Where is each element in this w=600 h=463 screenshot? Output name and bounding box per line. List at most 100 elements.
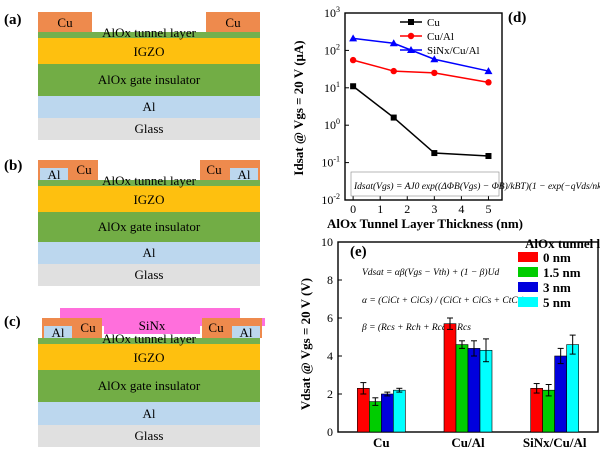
y-tick-label-e: 10: [321, 235, 333, 249]
bar-e: [530, 387, 543, 433]
y-tick-label-e: 6: [327, 311, 333, 325]
glass-layer: [38, 264, 260, 286]
y-tick-label-d: 100: [324, 117, 340, 132]
legend-label-e: 0 nm: [543, 250, 571, 265]
bar-e: [479, 349, 493, 433]
legend-label-d: Cu/Al: [427, 31, 454, 43]
y-axis-label-e: Vdsat @ Vgs = 20 V (V): [298, 278, 313, 410]
bar-e: [369, 401, 382, 433]
data-point-d: [430, 55, 439, 63]
glass-layer: [38, 118, 260, 140]
device-a: (a) Glass Al AlOx gate insulator IGZO Al…: [4, 12, 260, 140]
legend-swatch-e: [518, 282, 538, 292]
igzo-layer: [38, 38, 260, 64]
tunnel-label: AlOx tunnel layer: [102, 173, 197, 188]
data-point-d: [349, 56, 357, 64]
igzo-label: IGZO: [133, 350, 164, 365]
al-gate-layer: [38, 96, 260, 118]
vdsat-equation: Vdsat = αβ(Vgs − Vth) + (1 − β)Ud: [362, 267, 499, 278]
tunnel-layer: [38, 32, 260, 38]
cu-source-label: Cu: [80, 320, 96, 335]
plot-frame-d: [344, 12, 503, 201]
x-tick-label-d: 5: [485, 202, 491, 216]
chart-d: (d) Idsat(Vgs) = AJ0 exp((ΔΦB(Vgs) − ΦB)…: [291, 5, 600, 231]
data-point-d: [431, 150, 438, 157]
igzo-label: IGZO: [133, 44, 164, 59]
y-tick-label-e: 4: [327, 349, 333, 363]
data-point-d: [350, 83, 357, 90]
data-point-d: [485, 79, 492, 86]
legend-label-e: 3 nm: [543, 280, 571, 295]
gate-insulator-label: AlOx gate insulator: [98, 72, 201, 87]
cu-drain: [206, 12, 260, 32]
legend-marker-d: [408, 19, 414, 25]
legend-label-d: SiNx/Cu/Al: [427, 45, 480, 57]
cu-drain-label: Cu: [225, 15, 241, 30]
y-tick-label-d: 10-2: [321, 192, 340, 207]
y-tick-label-e: 2: [327, 387, 333, 401]
device-b: (b) Glass Al AlOx gate insulator IGZO Al…: [4, 158, 260, 286]
glass-label: Glass: [135, 428, 164, 443]
bar-e: [393, 389, 406, 433]
legend-label-d: Cu: [427, 17, 440, 29]
al-gate-layer: [38, 242, 260, 264]
series-line-d: [352, 85, 489, 157]
legend-swatch-e: [518, 297, 538, 307]
al-drain-label: Al: [238, 167, 251, 182]
x-tick-label-d: 3: [431, 202, 437, 216]
al-source-label: Al: [52, 325, 65, 340]
sin-passivation: [60, 308, 265, 334]
x-tick-label-d: 1: [377, 202, 383, 216]
bar-e: [566, 344, 579, 433]
glass-layer: [38, 425, 260, 447]
gate-insulator-label: AlOx gate insulator: [98, 378, 201, 393]
series-line-d: [352, 59, 489, 84]
cu-source: [38, 12, 92, 32]
al-gate-label: Al: [143, 245, 156, 260]
gate-insulator-layer: [38, 64, 260, 96]
al-source: [40, 168, 68, 180]
bar-e: [542, 389, 555, 433]
al-drain-label: Al: [240, 325, 253, 340]
legend-title-e: AlOx tunnel layer: [525, 236, 600, 251]
glass-label: Glass: [135, 267, 164, 282]
alpha-equation: α = (CiCt + CiCs) / (CiCt + CiCs + CtCs): [362, 295, 525, 306]
gate-insulator-layer: [38, 212, 260, 242]
data-point-d: [349, 34, 358, 42]
legend-swatch-e: [518, 267, 538, 277]
y-tick-label-d: 101: [324, 80, 340, 95]
x-tick-label-d: 2: [404, 202, 410, 216]
y-tick-label-e: 0: [327, 425, 333, 439]
x-category-label-e: SiNx/Cu/Al: [523, 435, 587, 450]
cu-drain-label: Cu: [208, 320, 224, 335]
data-point-d: [390, 114, 397, 121]
igzo-layer: [38, 344, 260, 370]
tunnel-label: AlOx tunnel layer: [102, 331, 197, 346]
tunnel-layer: [38, 180, 260, 186]
gate-insulator-label: AlOx gate insulator: [98, 219, 201, 234]
y-tick-label-e: 8: [327, 273, 333, 287]
bar-e: [554, 355, 567, 433]
equation-box-d: [350, 171, 500, 197]
data-point-d: [431, 69, 438, 77]
legend-marker-d: [407, 32, 415, 40]
al-gate-layer: [38, 402, 260, 425]
data-point-d: [389, 39, 398, 47]
legend-label-e: 5 nm: [543, 295, 571, 310]
legend-label-e: 1.5 nm: [543, 265, 581, 280]
panel-label-c: (c): [4, 314, 21, 330]
device-c: (c) Glass Al AlOx gate insulator IGZO Si…: [4, 308, 265, 447]
y-tick-label-d: 103: [324, 5, 340, 20]
glass-label: Glass: [135, 121, 164, 136]
idsat-equation: Idsat(Vgs) = AJ0 exp((ΔΦB(Vgs) − ΦB)/kBT…: [353, 181, 600, 192]
al-gate-label: Al: [143, 99, 156, 114]
beta-equation: β = (Rcs + Rch + Rcd) / Rcs: [361, 322, 471, 333]
bar-e: [381, 393, 394, 433]
y-tick-label-d: 10-1: [321, 155, 340, 170]
y-axis-label-d: Idsat @ Vgs = 20 V (μA): [291, 40, 306, 175]
data-point-d: [390, 67, 397, 75]
panel-label-b: (b): [4, 158, 22, 174]
panel-label-a: (a): [4, 12, 22, 28]
x-axis-label-d: AlOx Tunnel Layer Thickness (nm): [327, 216, 523, 231]
